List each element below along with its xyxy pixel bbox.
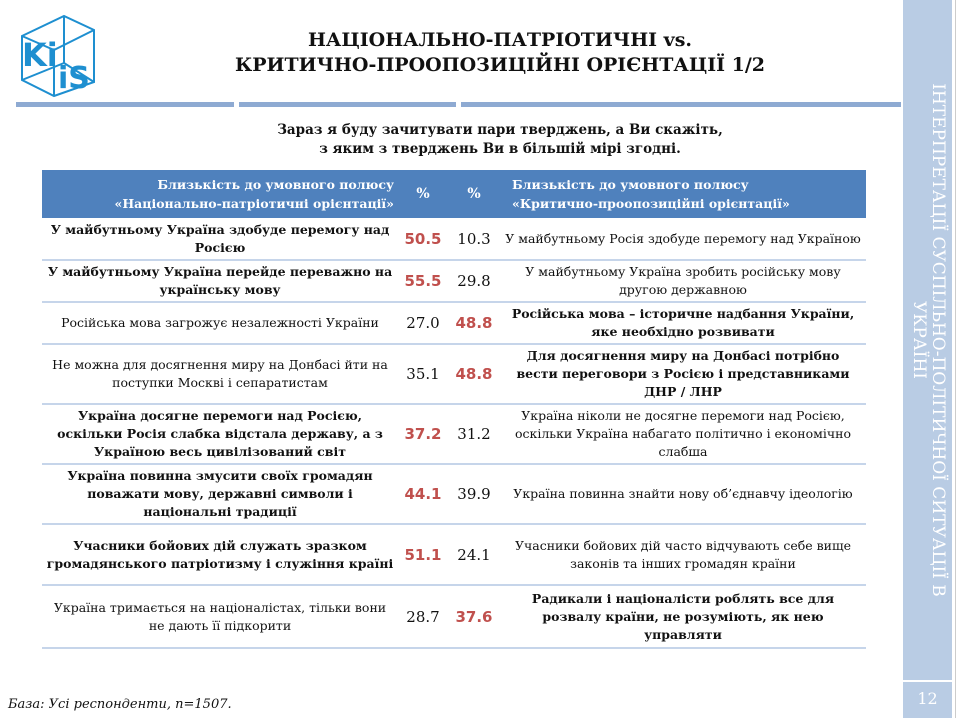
header-pct-2: % <box>448 170 500 218</box>
left-statement: Російська мова загрожує незалежності Укр… <box>42 302 398 345</box>
pct-national: 50.5 <box>398 218 448 261</box>
page-number: 12 <box>903 682 952 718</box>
table-header: Близькість до умовного полюсу «Національн… <box>42 170 866 218</box>
pct-critical: 24.1 <box>448 524 500 586</box>
pct-national: 35.1 <box>398 344 448 405</box>
table-row: У майбутньому Україна перейде переважно … <box>42 260 866 303</box>
table-row: Російська мова загрожує незалежності Укр… <box>42 302 866 345</box>
right-statement: Україна повинна знайти нову об’єднавчу і… <box>500 464 866 525</box>
pct-critical: 31.2 <box>448 404 500 465</box>
kiis-logo: Ki iS <box>21 14 95 98</box>
divider <box>955 0 956 718</box>
pct-critical: 10.3 <box>448 218 500 261</box>
pct-national: 28.7 <box>398 585 448 649</box>
table-row: Україна тримається на націоналістах, тіл… <box>42 585 866 649</box>
svg-text:iS: iS <box>58 61 90 96</box>
pct-critical: 48.8 <box>448 344 500 405</box>
header-rule <box>461 102 901 107</box>
pct-national: 37.2 <box>398 404 448 465</box>
table-row: У майбутньому Україна здобуде перемогу н… <box>42 218 866 261</box>
sidebar-section-title: ІНТЕРПРЕТАЦІЇ СУСПІЛЬНО-ПОЛІТИЧНОЇ СИТУА… <box>908 83 948 597</box>
right-statement: Для досягнення миру на Донбасі потрібно … <box>500 344 866 405</box>
left-statement: У майбутньому Україна перейде переважно … <box>42 260 398 303</box>
right-statement: Російська мова – історичне надбання Укра… <box>500 302 866 345</box>
sidebar-band <box>903 0 952 680</box>
left-statement: У майбутньому Україна здобуде перемогу н… <box>42 218 398 261</box>
pct-national: 55.5 <box>398 260 448 303</box>
pct-critical: 39.9 <box>448 464 500 525</box>
table-row: Не можна для досягнення миру на Донбасі … <box>42 344 866 405</box>
table-row: Учасники бойових дій служать зразком гро… <box>42 524 866 586</box>
pct-critical: 29.8 <box>448 260 500 303</box>
comparison-table: Близькість до умовного полюсу «Національн… <box>42 170 866 649</box>
header-pct-1: % <box>398 170 448 218</box>
right-statement: Україна ніколи не досягне перемоги над Р… <box>500 404 866 465</box>
right-statement: У майбутньому Україна зробить російську … <box>500 260 866 303</box>
table-row: Україна досягне перемоги над Росією, оск… <box>42 404 866 465</box>
pct-critical: 48.8 <box>448 302 500 345</box>
base-note: База: Усі респонденти, n=1507. <box>8 697 232 712</box>
pct-national: 44.1 <box>398 464 448 525</box>
table-row: Україна повинна змусити своїх громадян п… <box>42 464 866 525</box>
header-critical-opposition: Близькість до умовного полюсу «Критично-п… <box>500 170 866 218</box>
svg-text:Ki: Ki <box>22 36 58 74</box>
right-statement: Радикали і націоналісти роблять все для … <box>500 585 866 649</box>
left-statement: Учасники бойових дій служать зразком гро… <box>42 524 398 586</box>
left-statement: Не можна для досягнення миру на Донбасі … <box>42 344 398 405</box>
header-rule <box>16 102 234 107</box>
left-statement: Україна повинна змусити своїх громадян п… <box>42 464 398 525</box>
page-title: НАЦІОНАЛЬНО-ПАТРІОТИЧНІ vs. КРИТИЧНО-ПРО… <box>234 29 765 76</box>
question-text: Зараз я буду зачитувати пари тверджень, … <box>277 122 723 157</box>
pct-national: 51.1 <box>398 524 448 586</box>
right-statement: Учасники бойових дій часто відчувають се… <box>500 524 866 586</box>
left-statement: Україна тримається на націоналістах, тіл… <box>42 585 398 649</box>
header-national-patriotic: Близькість до умовного полюсу «Національн… <box>42 170 398 218</box>
pct-national: 27.0 <box>398 302 448 345</box>
pct-critical: 37.6 <box>448 585 500 649</box>
header-rule <box>239 102 456 107</box>
right-statement: У майбутньому Росія здобуде перемогу над… <box>500 218 866 261</box>
left-statement: Україна досягне перемоги над Росією, оск… <box>42 404 398 465</box>
